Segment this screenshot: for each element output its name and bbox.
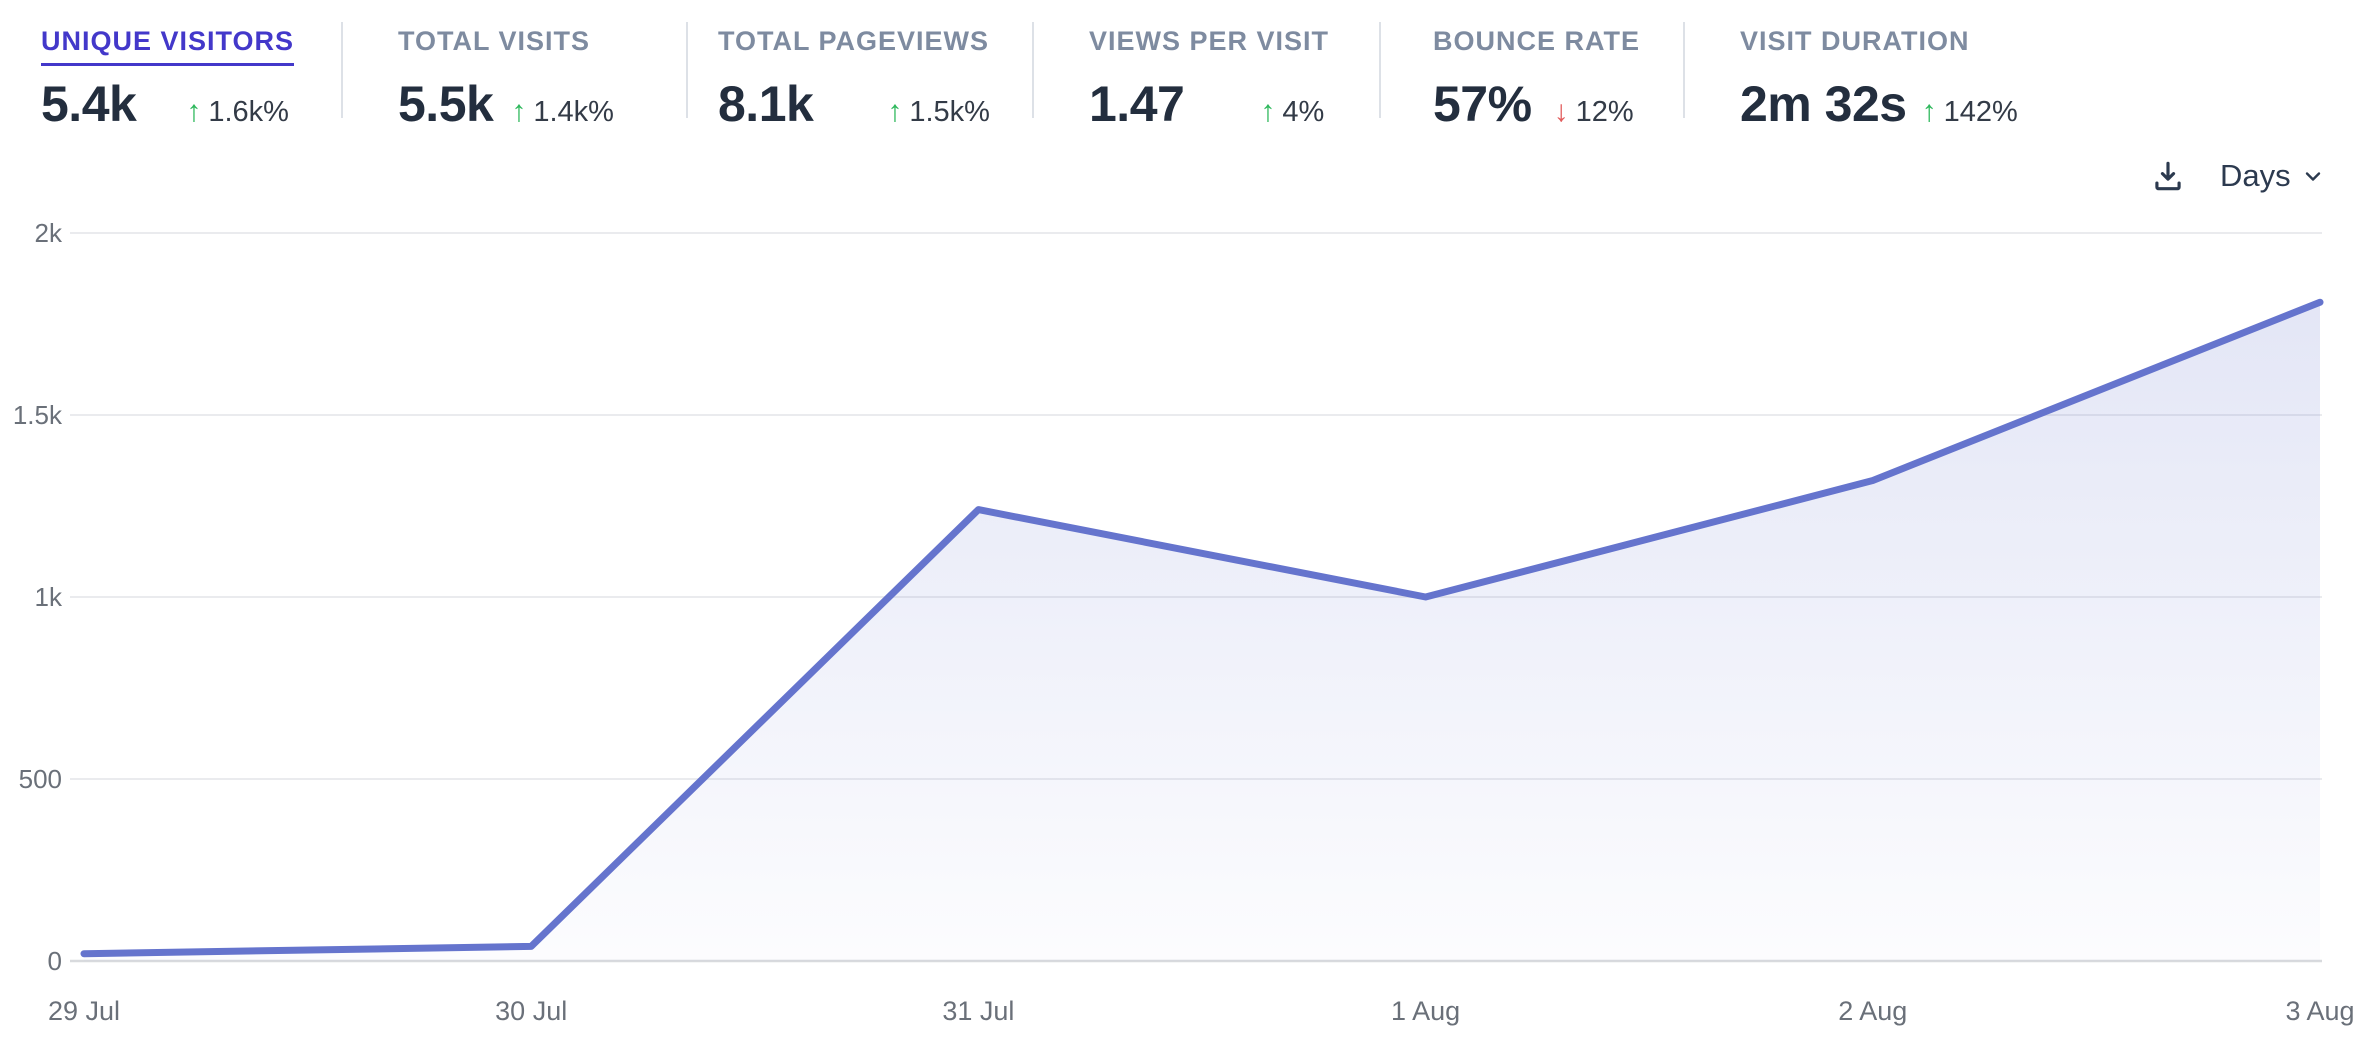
x-tick-label: 1 Aug [1391,996,1460,1026]
metric-delta: ↑ 1.5k% [887,95,990,129]
chart-area-fill [84,302,2320,961]
metric-delta-value: 12% [1575,96,1634,128]
metric-unique-visitors[interactable]: UNIQUE VISITORS 5.4k ↑ 1.6k% [41,26,295,132]
metric-divider [1379,22,1381,118]
metric-label: UNIQUE VISITORS [41,26,295,66]
metric-visit-duration[interactable]: VISIT DURATION 2m 32s ↑ 142% [1740,26,2018,130]
metric-delta-value: 1.6k% [208,96,289,128]
metric-value: 5.5k [398,76,494,132]
trend-arrow-icon: ↑ [1921,95,1937,128]
x-tick-label: 3 Aug [2285,996,2354,1026]
metric-label: TOTAL VISITS [398,26,591,56]
metric-delta: ↑ 4% [1260,95,1324,129]
metric-value: 5.4k [41,76,137,132]
y-axis-labels: 0 500 1k 1.5k 2k [13,218,63,976]
metric-delta: ↑ 1.4k% [511,95,614,129]
metric-delta: ↑ 1.6k% [186,95,289,129]
trend-arrow-icon: ↑ [1260,95,1276,128]
metric-delta-value: 1.4k% [533,96,614,128]
metric-divider [1032,22,1034,118]
metric-total-pageviews[interactable]: TOTAL PAGEVIEWS 8.1k ↑ 1.5k% [718,26,990,130]
download-icon [2155,161,2181,191]
trend-arrow-icon: ↑ [186,95,202,128]
chart-line [80,298,2324,958]
x-axis-labels: 29 Jul 30 Jul 31 Jul 1 Aug 2 Aug 3 Aug [48,996,2355,1026]
interval-dropdown[interactable]: Days [2220,156,2325,196]
metric-label: VIEWS PER VISIT [1089,26,1330,56]
metric-label: BOUNCE RATE [1433,26,1641,56]
metric-delta-value: 142% [1943,96,2018,128]
x-tick-label: 2 Aug [1838,996,1907,1026]
metric-delta-value: 4% [1282,96,1325,128]
chevron-down-icon [2305,172,2320,181]
metric-value: 1.47 [1089,76,1185,132]
y-tick-label: 1k [35,582,63,612]
trend-arrow-icon: ↑ [511,95,527,128]
x-tick-label: 29 Jul [48,996,120,1026]
x-tick-label: 31 Jul [942,996,1014,1026]
interval-dropdown-label: Days [2220,158,2291,193]
metric-total-visits[interactable]: TOTAL VISITS 5.5k ↑ 1.4k% [398,26,614,130]
metric-delta: ↓ 12% [1554,95,1634,129]
metric-delta-value: 1.5k% [909,96,990,128]
download-button[interactable] [2148,154,2188,198]
y-tick-label: 500 [19,764,62,794]
metric-value: 8.1k [718,76,814,132]
x-tick-label: 30 Jul [495,996,567,1026]
metric-divider [1683,22,1685,118]
metric-label: VISIT DURATION [1740,26,1970,56]
metric-label: TOTAL PAGEVIEWS [718,26,990,56]
y-tick-label: 1.5k [13,400,63,430]
chart-toolbar: Days [2148,154,2325,198]
metric-delta: ↑ 142% [1922,95,2018,129]
metric-divider [341,22,343,118]
metric-divider [686,22,688,118]
metric-views-per-visit[interactable]: VIEWS PER VISIT 1.47 ↑ 4% [1089,26,1329,130]
trend-arrow-icon: ↓ [1553,95,1569,128]
trend-arrow-icon: ↑ [887,95,903,128]
metric-value: 2m 32s [1740,76,1907,132]
y-tick-label: 2k [35,218,63,248]
metric-value: 57% [1433,76,1532,132]
y-tick-label: 0 [48,946,62,976]
metric-bounce-rate[interactable]: BOUNCE RATE 57% ↓ 12% [1433,26,1640,130]
